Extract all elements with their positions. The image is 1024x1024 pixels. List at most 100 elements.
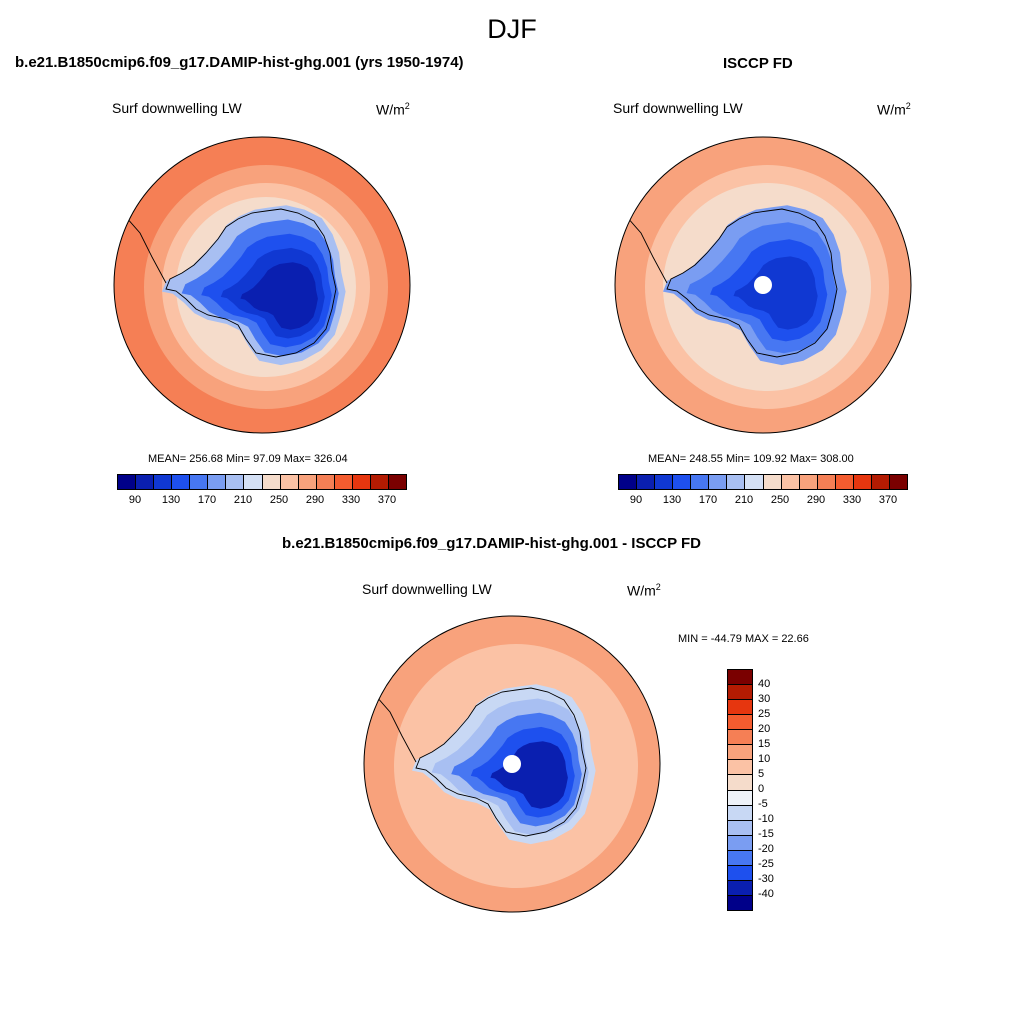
colorbar-tick-label: 90 <box>128 494 142 506</box>
panel-1-units: W/m2 <box>376 101 410 118</box>
colorbar-swatch <box>244 475 263 489</box>
colorbar-tick-label: -25 <box>758 858 774 870</box>
colorbar-swatch <box>655 475 674 489</box>
colorbar-tick-label: 330 <box>341 494 361 506</box>
colorbar-tick-label: 370 <box>878 494 898 506</box>
colorbar-tick-label: 25 <box>758 708 771 720</box>
panel-2-variable-label: Surf downwelling LW <box>613 100 743 116</box>
panel-2-colorbar <box>618 474 908 490</box>
panel-1-stats: MEAN= 256.68 Min= 97.09 Max= 326.04 <box>148 453 348 465</box>
colorbar-tick-label: 170 <box>698 494 718 506</box>
missing-data-pole <box>754 276 772 294</box>
colorbar-swatch <box>745 475 764 489</box>
panel-1-colorbar <box>117 474 407 490</box>
colorbar-swatch <box>871 475 890 489</box>
colorbar-tick-label: 30 <box>758 693 771 705</box>
colorbar-swatch <box>280 475 299 489</box>
colorbar-tick-label: 130 <box>161 494 181 506</box>
colorbar-swatch <box>172 475 191 489</box>
colorbar-swatch <box>691 475 710 489</box>
panel-3-colorbar <box>727 669 753 911</box>
coastline <box>125 208 337 358</box>
map-field <box>615 137 911 433</box>
panel-1-colorbar-ticks: 90 130 170 210 250 290 330 370 <box>117 494 405 508</box>
colorbar-swatch <box>728 880 752 896</box>
antarctica-band-90-110 <box>240 262 318 330</box>
colorbar-swatch <box>136 475 155 489</box>
colorbar-swatch <box>619 475 638 489</box>
colorbar-tick-label: 370 <box>377 494 397 506</box>
panel-3-units: W/m2 <box>627 582 661 599</box>
colorbar-swatch <box>637 475 656 489</box>
panel-3-colorbar-ticks: 40 30 25 20 15 10 5 0 -5 -10 -15 -20 -25 -30 -40 <box>758 669 798 909</box>
coastline <box>375 687 587 837</box>
colorbar-tick-label: -30 <box>758 873 774 885</box>
colorbar-tick-label: 290 <box>806 494 826 506</box>
colorbar-swatch <box>154 475 173 489</box>
colorbar-tick-label: -15 <box>758 828 774 840</box>
colorbar-swatch <box>388 475 406 489</box>
panel-2-title: ISCCP FD <box>723 55 793 72</box>
colorbar-swatch <box>728 805 752 821</box>
colorbar-swatch <box>853 475 872 489</box>
colorbar-swatch <box>728 760 752 776</box>
colorbar-swatch <box>728 700 752 716</box>
panel-2-polar-map <box>614 136 912 434</box>
panel-3-polar-map <box>363 615 661 913</box>
panel-3-stats: MIN = -44.79 MAX = 22.66 <box>678 633 809 645</box>
colorbar-swatch <box>728 775 752 791</box>
colorbar-tick-label: 20 <box>758 723 771 735</box>
colorbar-tick-label: 130 <box>662 494 682 506</box>
colorbar-swatch <box>208 475 227 489</box>
colorbar-swatch <box>728 850 752 866</box>
antarctica-band--40--30 <box>490 741 568 809</box>
colorbar-swatch <box>727 475 746 489</box>
colorbar-swatch <box>728 895 752 910</box>
colorbar-swatch <box>728 865 752 881</box>
panel-1-title: b.e21.B1850cmip6.f09_g17.DAMIP-hist-ghg.… <box>15 54 464 71</box>
panel-2-stats: MEAN= 248.55 Min= 109.92 Max= 308.00 <box>648 453 854 465</box>
panel-1-variable-label: Surf downwelling LW <box>112 100 242 116</box>
colorbar-swatch <box>370 475 389 489</box>
colorbar-swatch <box>728 715 752 731</box>
colorbar-tick-label: 90 <box>629 494 643 506</box>
colorbar-tick-label: -20 <box>758 843 774 855</box>
colorbar-swatch <box>799 475 818 489</box>
colorbar-tick-label: 250 <box>770 494 790 506</box>
panel-3-variable-label: Surf downwelling LW <box>362 581 492 597</box>
colorbar-swatch <box>728 790 752 806</box>
missing-data-pole <box>503 755 521 773</box>
colorbar-swatch <box>709 475 728 489</box>
colorbar-swatch <box>334 475 353 489</box>
colorbar-swatch <box>262 475 281 489</box>
colorbar-swatch <box>673 475 692 489</box>
colorbar-swatch <box>781 475 800 489</box>
colorbar-tick-label: 210 <box>734 494 754 506</box>
colorbar-swatch <box>728 835 752 851</box>
colorbar-swatch <box>190 475 209 489</box>
map-field <box>364 616 660 912</box>
antarctica-band-110-130 <box>733 256 818 330</box>
page-title: DJF <box>487 14 537 44</box>
colorbar-swatch <box>817 475 836 489</box>
colorbar-tick-label: 5 <box>758 768 765 780</box>
map-border <box>614 136 912 434</box>
colorbar-swatch <box>889 475 907 489</box>
colorbar-tick-label: 330 <box>842 494 862 506</box>
panel-3-title: b.e21.B1850cmip6.f09_g17.DAMIP-hist-ghg.… <box>282 535 702 552</box>
map-field <box>114 137 410 433</box>
colorbar-tick-label: 250 <box>269 494 289 506</box>
colorbar-tick-label: 0 <box>758 783 765 795</box>
colorbar-swatch <box>728 820 752 836</box>
colorbar-swatch <box>226 475 245 489</box>
colorbar-swatch <box>316 475 335 489</box>
colorbar-swatch <box>728 745 752 761</box>
panel-2-units: W/m2 <box>877 101 911 118</box>
colorbar-swatch <box>352 475 371 489</box>
colorbar-swatch <box>763 475 782 489</box>
colorbar-swatch <box>728 670 752 686</box>
panel-2-colorbar-ticks: 90 130 170 210 250 290 330 370 <box>618 494 906 508</box>
colorbar-swatch <box>118 475 137 489</box>
map-border <box>113 136 411 434</box>
colorbar-tick-label: 10 <box>758 753 771 765</box>
